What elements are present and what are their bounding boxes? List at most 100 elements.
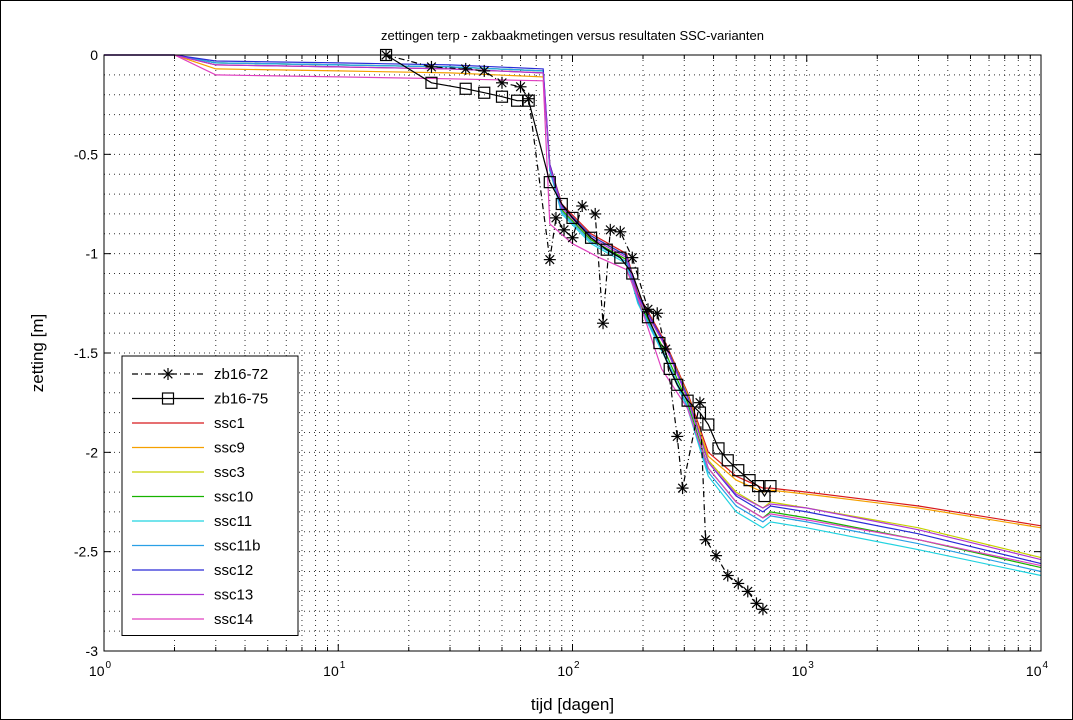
star-stroke — [700, 535, 711, 545]
star-marker — [699, 533, 712, 546]
star-stroke — [733, 578, 743, 589]
legend-label: zb16-75 — [214, 391, 268, 408]
legend-label: ssc9 — [214, 440, 245, 457]
square-marker — [671, 378, 684, 391]
series-layer — [104, 48, 1042, 616]
star-marker — [558, 223, 571, 236]
square-marker — [566, 211, 579, 225]
legend-label: ssc1 — [214, 415, 245, 432]
ticks: 100 101 102 103 104 0 -0.5 -1 -1.5 -2 -2.5 -3 — [74, 47, 1049, 679]
star-marker — [566, 231, 579, 244]
legend-label: ssc11 — [214, 513, 252, 530]
series-zb16-72 — [380, 49, 769, 616]
star-stroke — [523, 93, 534, 104]
y-tick-label: 0 — [90, 47, 98, 63]
y-tick-label: -0.5 — [74, 146, 98, 162]
square-marker — [425, 76, 438, 89]
star-marker — [478, 64, 491, 77]
square-marker — [600, 243, 613, 256]
x-axis-label: tijd [dagen] — [531, 695, 614, 714]
star-stroke — [598, 318, 608, 328]
series-ssc11b — [104, 54, 1042, 573]
square-marker — [584, 231, 598, 244]
star-stroke — [460, 64, 471, 74]
square-marker — [702, 418, 715, 431]
legend-item-ssc3: ssc3 — [132, 464, 245, 481]
star-stroke — [677, 483, 688, 493]
chart-title: zettingen terp - zakbaakmetingen versus … — [381, 28, 764, 43]
series-line-ssc11b — [104, 54, 1042, 573]
legend-label: ssc12 — [214, 562, 253, 579]
square-marker — [614, 251, 627, 264]
star-stroke — [577, 201, 587, 211]
star-marker — [626, 251, 639, 264]
legend-item-ssc1: ssc1 — [132, 415, 245, 432]
star-marker — [549, 211, 562, 224]
star-stroke — [605, 225, 616, 235]
square-marker — [495, 90, 509, 103]
star-stroke — [567, 233, 578, 243]
y-tick-label: -2.5 — [74, 544, 98, 560]
star-stroke — [758, 604, 768, 615]
legend-label: ssc11b — [214, 538, 260, 555]
square-marker — [543, 176, 556, 189]
legend-item-ssc11: ssc11 — [132, 513, 252, 530]
square-marker — [764, 480, 777, 493]
series-zb16-75 — [379, 48, 777, 503]
x-tick-label: 104 — [1026, 660, 1049, 679]
star-stroke — [545, 254, 555, 265]
series-ssc14 — [104, 54, 1042, 567]
square-marker — [732, 464, 745, 477]
star-marker — [543, 253, 556, 266]
star-marker — [576, 199, 589, 212]
series-ssc13 — [104, 54, 1042, 561]
legend-item-zb16-72: zb16-72 — [132, 366, 268, 383]
star-stroke — [590, 209, 600, 219]
square-marker — [161, 392, 175, 405]
square-marker — [712, 442, 725, 455]
square-marker — [721, 454, 734, 467]
star-marker — [741, 585, 754, 598]
star-stroke — [479, 66, 489, 76]
star-stroke — [551, 213, 561, 223]
series-line-ssc13 — [104, 54, 1042, 561]
star-stroke — [723, 570, 733, 581]
legend-label: ssc10 — [214, 489, 253, 506]
legend-label: zb16-72 — [214, 366, 268, 383]
x-tick-label: 101 — [323, 660, 346, 679]
star-stroke — [695, 397, 705, 408]
star-stroke — [515, 82, 526, 92]
square-marker — [626, 267, 639, 280]
x-tick-label: 102 — [557, 660, 580, 679]
square-marker — [522, 94, 535, 107]
star-marker — [676, 482, 689, 495]
star-marker — [614, 225, 627, 238]
star-marker — [750, 597, 763, 610]
legend-label: ssc14 — [214, 611, 253, 628]
star-marker — [589, 207, 602, 220]
star-marker — [514, 80, 527, 93]
square-marker — [478, 86, 491, 99]
star-marker — [721, 569, 734, 582]
star-marker — [459, 62, 472, 75]
y-tick-label: -1 — [86, 246, 99, 262]
star-stroke — [559, 225, 569, 235]
star-stroke — [743, 586, 753, 597]
star-stroke — [163, 369, 173, 379]
y-tick-label: -1.5 — [74, 345, 98, 361]
square-marker — [681, 394, 694, 407]
star-stroke — [627, 252, 638, 263]
square-marker — [752, 480, 765, 493]
star-stroke — [652, 308, 662, 319]
legend-item-ssc12: ssc12 — [132, 562, 253, 579]
square-marker — [663, 362, 676, 375]
square-marker — [641, 311, 655, 324]
star-marker — [597, 317, 610, 330]
y-axis-label: zetting [m] — [28, 314, 47, 392]
legend-item-ssc11b: ssc11b — [132, 538, 260, 555]
legend-item-ssc14: ssc14 — [132, 611, 253, 628]
legend-item-ssc13: ssc13 — [132, 587, 253, 604]
star-stroke — [615, 227, 626, 237]
legend-label: ssc13 — [214, 587, 253, 604]
x-tick-label: 100 — [89, 660, 112, 679]
